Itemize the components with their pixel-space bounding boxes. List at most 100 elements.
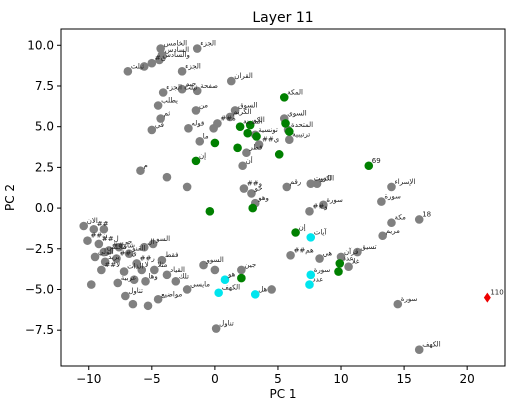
point-label: ##ن [90,232,107,240]
point-label: آيات [314,227,328,236]
y-tick-label: −7.5 [25,323,54,337]
point-label: تسيق [360,243,376,251]
point-label: الكويت [314,175,334,183]
data-point-gray [225,112,235,122]
point-label: غلا [352,258,360,266]
point-label: صفحة [200,82,218,90]
point-label: المدينة [243,118,263,126]
point-label: ##ي [262,136,280,144]
data-point-gray [83,236,92,245]
point-label: مواضيع [161,290,182,298]
y-tick-label: 5.0 [35,120,54,134]
point-label: إن [299,224,306,232]
data-point-gray [312,179,322,188]
y-axis-title: PC 2 [3,184,17,211]
point-label: الذات [127,263,143,271]
data-point-cyan [250,290,260,299]
point-label: 69 [372,157,381,165]
x-axis-ticks: −10 −5 0 5 10 15 20 [76,366,475,386]
data-point-gray [99,224,109,234]
data-point-gray [162,270,172,280]
data-point-green [233,143,242,153]
data-point-gray [90,252,100,262]
data-point-gray [378,231,387,241]
data-point-gray [128,299,138,309]
data-point-gray [239,184,249,193]
point-label: ما [203,132,209,140]
data-point-green [364,161,374,171]
point-label: الان [87,217,98,225]
data-point-gray [147,58,157,68]
data-point-gray [230,106,240,115]
point-label: جين [244,261,256,269]
data-point-gray [124,249,134,258]
data-point-gray [158,88,168,97]
point-label: ##هم [294,246,314,254]
y-tick-label: 10.0 [27,38,54,52]
point-label: عدد [312,276,323,284]
point-label: رقم [290,178,301,186]
point-label: والسادس [162,51,190,59]
point-label: الجزء [200,40,216,48]
data-point-gray [192,86,202,96]
x-tick-label: −5 [143,372,161,386]
data-point-gray [393,299,403,309]
y-tick-label: −2.5 [25,242,54,256]
point-label: أن [246,156,253,165]
data-point-gray [136,166,145,175]
point-label: ##ل [102,235,119,243]
data-point-gray [238,161,247,171]
point-label: ##شاو [112,241,135,249]
point-label: عدد [343,254,354,262]
data-point-gray [143,301,153,311]
data-point-green [285,127,294,136]
data-point-cyan [220,275,230,285]
data-point-gray [153,294,163,304]
data-point-gray [267,285,276,294]
data-point-cyan [305,280,314,289]
point-label: الإسراء [394,178,415,186]
y-tick-label: 0.0 [35,201,54,215]
data-point-gray [319,200,328,210]
x-axis-title: PC 1 [269,387,296,401]
data-point-red [483,292,491,303]
data-point-gray [177,84,187,94]
data-point-green [191,156,201,166]
point-label: الجزء [185,62,201,70]
data-point-gray [148,239,158,249]
data-point-gray [104,246,114,255]
data-point-green [274,150,284,159]
point-label: وها [149,272,158,280]
point-label: القران [234,72,253,80]
point-label: السوي [287,110,306,118]
point-label: مكة [394,214,406,222]
data-point-gray [213,119,222,128]
data-point-green [245,120,255,130]
data-point-gray [139,242,149,252]
data-point-gray [387,182,396,192]
point-label: السوو [206,256,224,264]
data-point-cyan [214,288,223,298]
chart-title: Layer 11 [252,10,313,26]
point-label: الولي [98,248,114,256]
point-label: ترتيبية [292,131,310,139]
x-tick-label: 5 [274,372,282,386]
point-label: 110 [490,289,503,297]
x-tick-label: −10 [76,372,101,386]
data-point-gray [247,189,256,198]
data-point-green [334,267,343,276]
point-label: ثيلث [131,62,144,70]
point-label: ## [97,220,109,228]
data-point-gray [195,137,205,146]
data-point-gray [285,135,294,145]
point-label: المكة [287,88,303,96]
data-point-green [291,228,300,237]
data-point-gray [129,275,139,285]
point-label: ##لا [104,261,120,269]
data-point-gray [191,106,201,115]
data-point-green [235,122,245,131]
data-point-gray [139,62,149,71]
point-label: قطر [248,144,262,152]
